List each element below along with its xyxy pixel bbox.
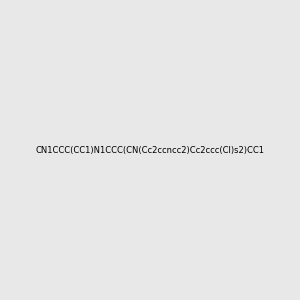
Text: CN1CCC(CC1)N1CCC(CN(Cc2ccncc2)Cc2ccc(Cl)s2)CC1: CN1CCC(CC1)N1CCC(CN(Cc2ccncc2)Cc2ccc(Cl)… [35, 146, 265, 154]
